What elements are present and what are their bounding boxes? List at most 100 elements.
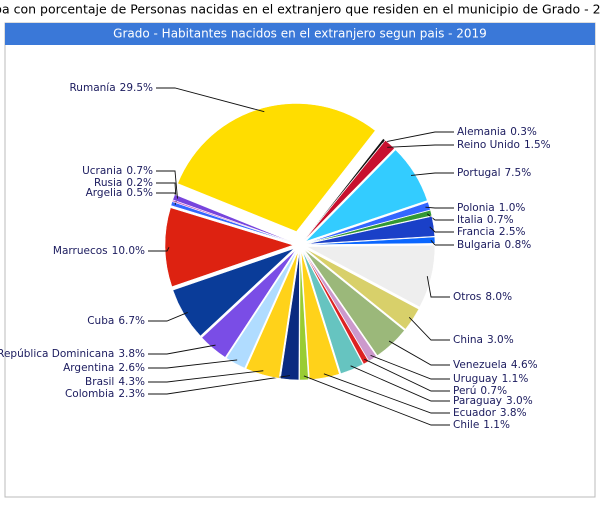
label-value: 1.1% [502, 373, 529, 385]
slice-label: República Dominicana 3.8% [0, 348, 145, 360]
slice-label: Chile 1.1% [453, 419, 510, 431]
slice-label: Colombia 2.3% [65, 388, 145, 400]
label-value: 0.5% [126, 187, 153, 199]
slice-label: Italia 0.7% [457, 214, 514, 226]
leader-line [148, 375, 291, 395]
label-name: Portugal [457, 167, 501, 179]
slice-label: Bulgaria 0.8% [457, 239, 531, 251]
label-name: Polonia [457, 202, 495, 214]
label-name: Otros [453, 291, 481, 303]
label-name: Ecuador [453, 407, 497, 419]
slice-label: Perú 0.7% [453, 385, 507, 397]
leader-line [426, 276, 450, 298]
label-name: Italia [457, 214, 483, 226]
label-value: 3.0% [487, 334, 514, 346]
leader-line [323, 373, 450, 414]
label-value: 6.7% [118, 315, 145, 327]
pie-slice [306, 209, 433, 244]
slice-label: Ucrania 0.7% [82, 165, 153, 177]
pie-slice [306, 216, 435, 245]
slice-label: Alemania 0.3% [457, 126, 537, 138]
slice-label: Rumanía 29.5% [69, 82, 153, 94]
leader-line [388, 340, 450, 366]
slice-label: Otros 8.0% [453, 291, 512, 303]
leader-line [387, 144, 454, 148]
leader-line [381, 131, 454, 143]
chart-subtitle: Grado - Habitantes nacidos en el extranj… [113, 27, 487, 41]
label-value: 0.7% [126, 165, 153, 177]
pie-slice [201, 250, 296, 358]
leader-line [156, 170, 178, 199]
slice-label: Venezuela 4.6% [453, 359, 538, 371]
slice-label: Argelia 0.5% [86, 187, 153, 199]
pie-slice [305, 248, 420, 330]
slice-label: Paraguay 3.0% [453, 395, 533, 407]
label-value: 0.7% [480, 385, 507, 397]
label-value: 0.7% [487, 214, 514, 226]
pie-slice [172, 194, 294, 243]
leader-line [370, 354, 450, 380]
pie-slice [280, 251, 300, 381]
label-value: 0.3% [510, 126, 537, 138]
slice-label: Uruguay 1.1% [453, 373, 528, 385]
slice-label: Rusia 0.2% [94, 177, 153, 189]
label-name: Paraguay [453, 395, 502, 407]
label-value: 3.0% [506, 395, 533, 407]
pie-slice [304, 138, 386, 240]
label-name: China [453, 334, 483, 346]
label-value: 2.6% [118, 362, 145, 374]
label-name: Chile [453, 419, 479, 431]
leader-line [410, 172, 454, 176]
label-value: 1.1% [483, 419, 510, 431]
pie-slice [225, 251, 297, 369]
label-name: Rusia [94, 177, 122, 189]
label-name: Perú [453, 385, 476, 397]
label-value: 4.3% [118, 376, 145, 388]
slice-label: Ecuador 3.8% [453, 407, 527, 419]
pie-slice [164, 207, 294, 287]
slice-label: Francia 2.5% [457, 226, 526, 238]
slice-label: Marruecos 10.0% [53, 245, 145, 257]
slice-label: China 3.0% [453, 334, 514, 346]
leader-line [364, 358, 450, 392]
pie-slice [305, 149, 428, 242]
leader-line [426, 213, 454, 221]
label-value: 2.3% [118, 388, 145, 400]
label-value: 3.8% [118, 348, 145, 360]
label-value: 7.5% [505, 167, 532, 179]
pie-slice [177, 103, 376, 232]
leader-line [148, 370, 264, 383]
label-name: República Dominicana [0, 348, 114, 360]
leader-line [148, 247, 170, 252]
leader-line [148, 312, 188, 322]
leader-line [303, 375, 450, 426]
pie-slice [245, 251, 299, 379]
header-bar [5, 23, 595, 45]
pie-slice [301, 251, 340, 380]
pie-slice [306, 236, 436, 245]
label-value: 0.2% [126, 177, 153, 189]
pie-slice [172, 248, 295, 337]
label-name: Brasil [85, 376, 114, 388]
label-name: Argelia [86, 187, 123, 199]
label-name: Colombia [65, 388, 114, 400]
pie-slice [306, 201, 431, 244]
label-name: Venezuela [453, 359, 507, 371]
label-name: Ucrania [82, 165, 122, 177]
label-value: 8.0% [485, 291, 512, 303]
label-value: 0.8% [505, 239, 532, 251]
label-value: 1.0% [499, 202, 526, 214]
label-name: Uruguay [453, 373, 498, 385]
slice-label: Reino Unido 1.5% [457, 139, 551, 151]
pie-slice [299, 251, 309, 381]
label-name: Marruecos [53, 245, 108, 257]
label-name: Rumanía [69, 82, 115, 94]
label-value: 1.5% [524, 139, 551, 151]
slice-label: Polonia 1.0% [457, 202, 525, 214]
pie-slice [306, 245, 436, 308]
slice-label: Cuba 6.7% [87, 315, 145, 327]
label-value: 29.5% [120, 82, 153, 94]
pie-slice [304, 140, 395, 240]
pie-slice [304, 249, 405, 356]
